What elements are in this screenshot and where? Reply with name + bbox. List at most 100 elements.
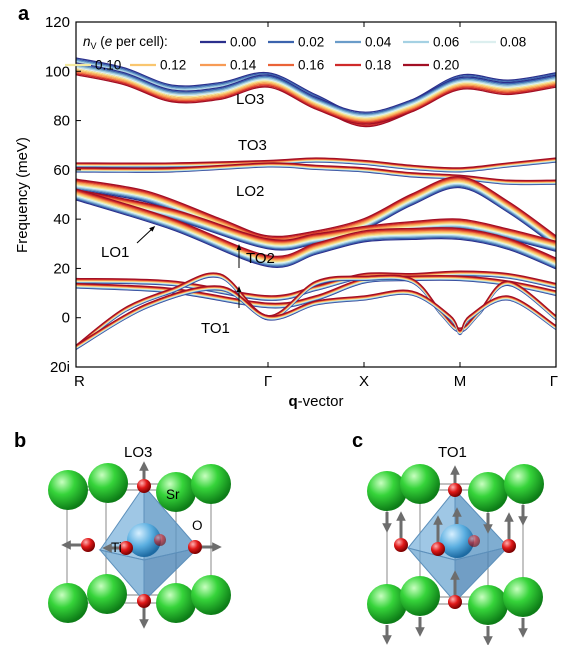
sr-atom-c-7	[468, 585, 508, 625]
sr-atom-c-2	[400, 464, 440, 504]
legend-title-e: e	[105, 34, 113, 49]
band-line	[75, 177, 557, 239]
legend-title-n: n	[83, 34, 91, 49]
structure-b: LO3 Sr O Ti	[48, 444, 231, 629]
band-line	[75, 197, 557, 268]
label-to1: TO1	[201, 320, 230, 337]
legend: nV (e per cell): 0.00 0.02 0.04 0.06 0.08 0.1…	[65, 34, 526, 73]
atom-label-ti: Ti	[111, 540, 122, 555]
band-line	[75, 178, 557, 240]
o-atom-c-right	[502, 539, 516, 553]
band-line	[75, 74, 557, 125]
legend-entry: 0.10	[95, 58, 121, 73]
y-axis-title: Frequency (meV)	[14, 137, 31, 253]
legend-entry: 0.08	[500, 35, 526, 50]
band-line	[75, 199, 557, 270]
y-tick-label: 20	[53, 260, 70, 277]
legend-entry: 0.04	[365, 35, 392, 50]
legend-title-open: (	[97, 34, 106, 49]
displacement-arrows-c	[382, 465, 528, 645]
band-line	[75, 62, 557, 113]
band-line	[75, 63, 557, 115]
band-line	[75, 69, 557, 120]
sr-atom-c-4	[504, 464, 544, 504]
legend-entry: 0.16	[298, 58, 324, 73]
sr-atom-b-8	[191, 575, 231, 615]
ti-atom-b	[127, 523, 161, 557]
legend-entry: 0.14	[230, 58, 257, 73]
label-to3: TO3	[238, 137, 267, 154]
label-lo3: LO3	[236, 91, 264, 108]
sr-atom-c-1	[367, 471, 407, 511]
atom-label-sr: Sr	[166, 487, 180, 502]
atom-label-o: O	[192, 518, 203, 533]
o-atom-b-bottom	[137, 594, 151, 608]
band-line	[75, 285, 557, 346]
band-line	[75, 190, 557, 244]
band-line	[75, 192, 557, 246]
legend-entry: 0.12	[160, 58, 186, 73]
legend-entry: 0.18	[365, 58, 391, 73]
o-atom-c-front	[431, 542, 445, 556]
x-tick-label: Γ	[550, 373, 558, 390]
o-atom-c-back	[468, 535, 480, 547]
label-lo1: LO1	[101, 244, 129, 261]
sr-atom-b-2	[88, 463, 128, 503]
band-line	[75, 162, 557, 182]
band-line	[75, 68, 557, 119]
band-line	[75, 64, 557, 116]
band-line	[75, 189, 557, 260]
x-axis-title-rest: -vector	[298, 393, 344, 410]
band-line	[75, 71, 557, 123]
sr-atom-c-5	[367, 584, 407, 624]
sr-atom-b-3	[156, 472, 196, 512]
band-line	[75, 188, 557, 259]
y-tick-label: 40	[53, 211, 70, 228]
panel-b-letter: b	[14, 430, 26, 452]
o-atom-c-top	[448, 483, 462, 497]
band-line	[75, 157, 557, 169]
x-tick-label: M	[454, 373, 467, 390]
plot-frame	[75, 21, 557, 368]
x-tick-label: R	[74, 373, 85, 390]
band-line	[75, 66, 557, 118]
sr-atom-c-6	[400, 576, 440, 616]
sr-atom-b-7	[156, 583, 196, 623]
sr-atom-b-6	[87, 574, 127, 614]
band-line	[75, 57, 557, 116]
structure-c: TO1	[367, 444, 544, 645]
band-line	[75, 65, 557, 117]
o-atom-b-top	[137, 479, 151, 493]
y-tick-label: 0	[62, 310, 70, 327]
band-line	[75, 198, 557, 269]
band-line	[75, 191, 557, 262]
y-tick-label: 80	[53, 113, 70, 130]
legend-entry: 0.20	[433, 58, 459, 73]
x-axis-title: q-vector	[288, 393, 343, 410]
band-line	[75, 72, 557, 124]
band-line	[75, 194, 557, 266]
label-lo2: LO2	[236, 183, 264, 200]
band-line	[75, 190, 557, 261]
legend-entry: 0.00	[230, 35, 256, 50]
y-tick-label: 20i	[50, 359, 70, 376]
legend-entry: 0.06	[433, 35, 459, 50]
y-tick-label: 120	[45, 14, 70, 31]
lo1-arrow	[136, 225, 156, 244]
panel-c-letter: c	[352, 430, 363, 452]
band-line	[75, 191, 557, 245]
sr-atom-c-8	[503, 577, 543, 617]
band-line	[75, 189, 557, 243]
o-atom-b-right	[188, 540, 202, 554]
band-line	[75, 58, 557, 117]
x-tick-label: X	[359, 373, 369, 390]
o-atom-c-bottom	[448, 595, 462, 609]
band-line	[75, 270, 557, 297]
legend-entry: 0.02	[298, 35, 324, 50]
mode-label-b: LO3	[124, 444, 152, 461]
mode-label-c: TO1	[438, 444, 467, 461]
y-tick-label: 60	[53, 162, 70, 179]
y-tick-label: 100	[45, 63, 70, 80]
